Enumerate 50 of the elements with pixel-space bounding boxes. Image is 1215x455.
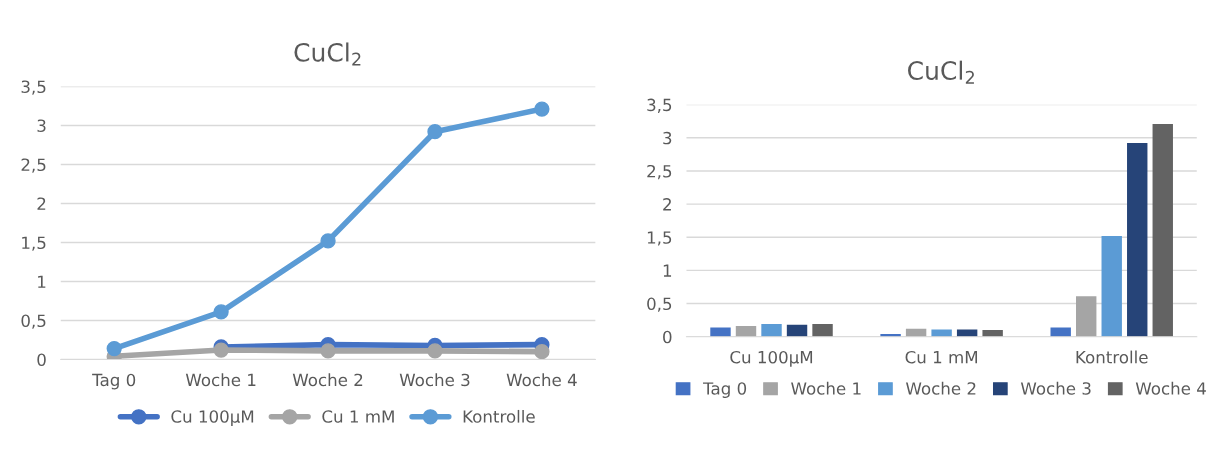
x-tick-label: Woche 3 [399, 373, 470, 387]
point [427, 343, 443, 359]
legend-label: Cu 100µM [171, 410, 254, 427]
x-tick-label: Woche 4 [506, 373, 577, 387]
x-tick-label: Tag 0 [92, 373, 136, 390]
y-tick-label: 1 [663, 264, 672, 277]
y-tick-label: 3,5 [647, 98, 672, 113]
x-tick-label: Cu 1 mM [905, 350, 978, 364]
y-tick-label: 2,5 [21, 158, 46, 173]
x-tick-label: Cu 100µM [730, 350, 813, 367]
bar [812, 324, 833, 337]
y-tick-label: 0 [663, 330, 672, 344]
chart-title: CuCl$_{2}$ [294, 42, 361, 66]
x-tick-label: Woche 2 [292, 373, 363, 387]
point [320, 343, 336, 359]
y-tick-label: 0,5 [21, 314, 46, 329]
chart-title: CuCl$_{2}$ [908, 60, 974, 84]
bar [1127, 143, 1148, 337]
point [534, 101, 550, 117]
bar [761, 324, 782, 337]
bar [1076, 296, 1097, 337]
bar [710, 327, 731, 337]
x-tick-label: Woche 1 [185, 373, 256, 387]
bar [1050, 327, 1071, 337]
bar [1152, 123, 1173, 337]
y-tick-label: 0 [37, 353, 46, 367]
y-tick-label: 2 [37, 197, 46, 210]
bar [982, 330, 1003, 337]
y-tick-label: 1 [38, 275, 46, 288]
legend-label: Cu 1 mM [322, 410, 394, 423]
legend-label: Kontrolle [463, 409, 535, 423]
bar [956, 329, 978, 337]
y-tick-label: 1,5 [22, 236, 46, 251]
bar [1101, 235, 1122, 337]
y-tick-label: 2,5 [647, 164, 672, 180]
point [106, 340, 122, 357]
y-tick-label: 3 [37, 119, 46, 133]
y-tick-label: 3,5 [21, 80, 46, 95]
point [320, 233, 336, 249]
y-tick-label: 0,5 [647, 297, 672, 312]
bar [786, 324, 808, 337]
y-tick-label: 2 [663, 198, 671, 211]
point [534, 344, 550, 360]
x-tick-label: Kontrolle [1076, 350, 1148, 364]
y-tick-label: 1,5 [647, 231, 672, 246]
bar [931, 329, 952, 337]
point [427, 124, 443, 140]
y-tick-label: 3 [663, 131, 672, 145]
bar [735, 326, 757, 337]
point [213, 304, 229, 320]
